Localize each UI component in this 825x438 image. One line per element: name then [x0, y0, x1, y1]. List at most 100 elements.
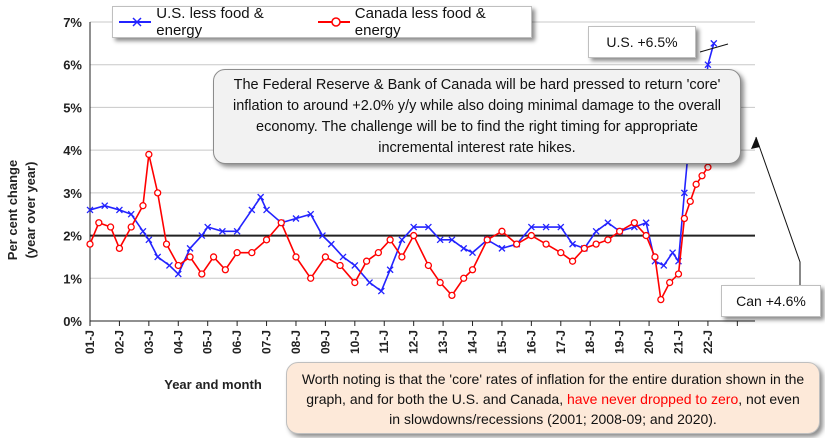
y-tick-label: 1% [63, 271, 82, 286]
data-point [277, 219, 285, 227]
data-point [398, 236, 406, 244]
x-tick-label: 21-J [671, 330, 685, 354]
data-point [410, 223, 418, 231]
x-tick-label: 04-J [171, 330, 185, 354]
data-point [292, 253, 300, 261]
data-point [106, 223, 115, 231]
data-point [448, 291, 456, 300]
legend-marker-canada-icon [317, 17, 350, 27]
data-point [424, 261, 433, 270]
data-point [248, 249, 256, 257]
x-tick-label: 16-J [524, 330, 538, 354]
data-point [174, 261, 182, 270]
data-point [436, 278, 444, 287]
x-tick-label: 03-J [142, 330, 156, 354]
data-point [327, 240, 335, 248]
data-point [145, 236, 153, 244]
legend-item-canada: Canada less food & energy [317, 5, 518, 39]
legend: U.S. less food & energy Canada less food… [112, 5, 532, 39]
x-tick-label: 18-J [583, 330, 597, 354]
data-point [704, 163, 712, 171]
data-point [527, 231, 536, 240]
y-tick-label: 3% [63, 186, 82, 201]
x-tick-label: 20-J [642, 330, 656, 354]
data-point [592, 240, 600, 248]
data-point [642, 231, 650, 240]
data-point [569, 240, 577, 248]
x-tick-label: 02-J [112, 330, 126, 354]
data-point [218, 227, 226, 235]
data-point [680, 189, 688, 197]
can-arrow [755, 136, 801, 285]
can-arrowhead [751, 137, 760, 149]
data-point [498, 227, 506, 235]
data-point [139, 202, 147, 210]
data-point [460, 274, 468, 282]
data-point [186, 244, 194, 252]
data-point [580, 244, 588, 253]
data-point [630, 219, 639, 227]
data-point [366, 279, 373, 287]
x-tick-label: 17-J [554, 330, 568, 354]
bottom-note-highlight: have never dropped to zero [567, 391, 739, 407]
data-point [307, 210, 315, 218]
us-value-callout: U.S. +6.5% [588, 26, 696, 58]
y-tick-label: 2% [63, 229, 82, 244]
data-point [307, 274, 315, 282]
data-point [692, 180, 700, 188]
data-point [674, 270, 683, 278]
data-point [666, 278, 674, 287]
x-tick-label: 12-J [407, 330, 421, 354]
x-tick-label: 14-J [466, 330, 480, 354]
data-point [483, 236, 491, 244]
x-tick-label: 07-J [260, 330, 274, 354]
y-axis-title-line2: (year over year) [23, 162, 38, 259]
x-tick-label: 01-J [83, 330, 97, 354]
x-tick-label: 13-J [436, 330, 450, 354]
data-point [127, 223, 135, 231]
data-point [174, 270, 182, 278]
x-axis-title: Year and month [164, 377, 262, 392]
x-tick-label: 22-J [701, 330, 715, 354]
data-point [513, 240, 521, 248]
x-tick-label: 06-J [230, 330, 244, 354]
legend-item-us: U.S. less food & energy [119, 5, 298, 39]
data-point [186, 253, 194, 261]
x-tick-label: 19-J [613, 330, 627, 354]
data-point [336, 261, 344, 270]
x-tick-label: 11-J [377, 330, 391, 353]
data-point [139, 227, 147, 235]
y-tick-label: 0% [63, 314, 82, 329]
data-point [669, 249, 677, 257]
data-point [262, 236, 271, 244]
data-point [424, 223, 432, 231]
x-tick-label: 05-J [201, 330, 215, 354]
data-point [557, 249, 565, 257]
data-point [527, 223, 535, 231]
data-point [398, 253, 406, 261]
data-point [339, 253, 347, 261]
data-point [154, 189, 162, 197]
data-point [86, 240, 94, 248]
data-point [165, 262, 173, 269]
data-point [386, 266, 394, 274]
x-tick-label: 15-J [495, 330, 509, 354]
data-point [660, 262, 668, 269]
data-point [351, 278, 359, 287]
data-point [248, 206, 256, 214]
data-point [604, 219, 612, 227]
data-point [469, 249, 476, 257]
data-point [651, 253, 659, 261]
data-point [204, 223, 212, 231]
data-point [292, 215, 300, 222]
data-point [257, 193, 265, 201]
data-point [448, 236, 456, 244]
data-point [198, 232, 206, 240]
data-point [592, 227, 600, 235]
data-point [377, 287, 385, 295]
legend-label-us: U.S. less food & energy [156, 5, 264, 39]
data-point [410, 231, 418, 240]
data-point [568, 257, 577, 265]
y-tick-label: 6% [63, 58, 82, 73]
grid [89, 21, 755, 322]
